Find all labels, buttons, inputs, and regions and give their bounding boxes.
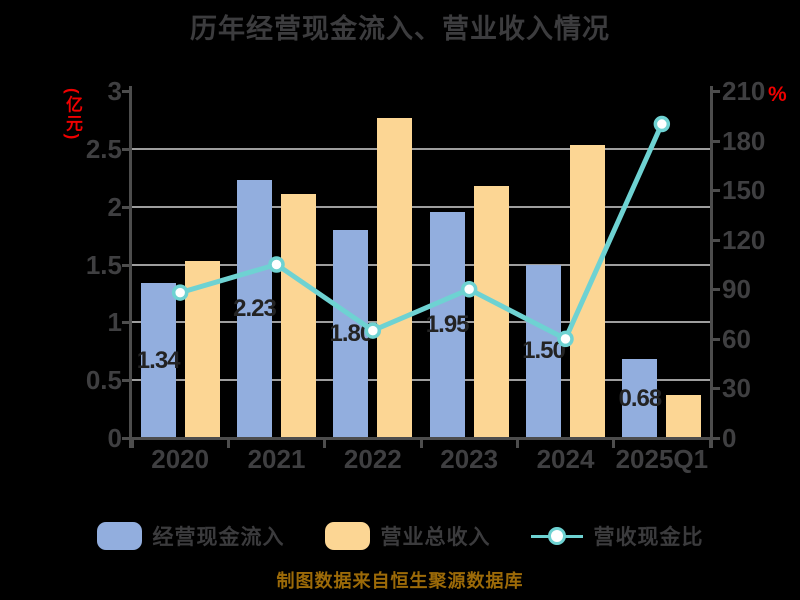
x-axis-tick-mark: [515, 438, 519, 448]
left-axis-tick-label: 3: [107, 76, 122, 106]
x-axis-category-label: 2024: [536, 444, 595, 474]
x-axis-tick-mark: [323, 438, 327, 448]
chart-title: 历年经营现金流入、营业收入情况: [190, 14, 610, 44]
right-axis-line: [710, 86, 713, 448]
right-axis-tick-mark: [712, 90, 720, 93]
bar-total-revenue-2022: [377, 117, 413, 438]
right-axis-tick-label: 210: [722, 76, 766, 106]
right-axis-tick-mark: [712, 437, 720, 440]
bar-operating-cash-2020: [140, 283, 176, 438]
right-axis-tick-label: 150: [722, 175, 766, 206]
bar-total-revenue-2020: [184, 261, 220, 438]
right-axis-tick-mark: [712, 139, 720, 143]
x-axis-tick-mark: [708, 438, 712, 448]
right-axis-unit-label: %: [768, 83, 787, 106]
bar-total-revenue-2021: [281, 193, 316, 438]
x-axis-category-label: 2021: [247, 444, 306, 474]
legend-label-cash: 经营现金流入: [152, 526, 285, 549]
right-axis-tick-mark: [712, 189, 720, 193]
bar-value-label: 0.68: [618, 384, 662, 412]
bar-total-revenue-2025Q1: [666, 395, 702, 438]
bar-total-revenue-2023: [473, 185, 509, 438]
bar-total-revenue-2024: [570, 145, 605, 438]
left-axis-tick-mark: [122, 379, 130, 383]
gridline: [132, 147, 710, 150]
left-axis-line: [129, 86, 132, 448]
gridline: [132, 205, 710, 208]
right-axis-tick-label: 60: [722, 323, 751, 354]
bar-value-label: 1.50: [522, 337, 566, 365]
right-axis-tick-label: 120: [722, 224, 766, 255]
x-axis-tick-mark: [130, 438, 134, 448]
left-axis-tick-mark: [122, 437, 130, 440]
legend-swatch-ratio-line-icon: [530, 522, 583, 550]
legend-item-ratio: 营收现金比: [530, 521, 704, 551]
left-axis-tick-label: 0.5: [85, 365, 122, 396]
x-axis-category-label: 2022: [343, 444, 402, 474]
left-axis-tick-mark: [122, 90, 130, 93]
data-source-note: 制图数据来自恒生聚源数据库: [276, 571, 524, 591]
x-axis-tick-mark: [419, 438, 423, 448]
x-axis-category-label: 2020: [151, 444, 210, 474]
left-axis-tick-mark: [122, 205, 130, 209]
legend-item-revenue: 营业总收入: [324, 521, 491, 551]
left-axis-tick-label: 0: [107, 423, 122, 453]
legend-label-ratio: 营收现金比: [593, 526, 704, 549]
bar-operating-cash-2025Q1: [622, 359, 658, 438]
x-axis-category-label: 2023: [440, 444, 499, 474]
legend-item-operating-cash: 经营现金流入: [96, 521, 285, 551]
right-axis-tick-mark: [712, 337, 720, 341]
right-axis-tick-label: 90: [722, 274, 751, 305]
x-axis-tick-mark: [612, 438, 616, 448]
left-axis-tick-label: 2: [107, 191, 122, 222]
bar-value-label: 1.80: [329, 319, 373, 347]
left-axis-tick-label: 1: [107, 307, 122, 338]
gridline: [132, 379, 710, 382]
legend-swatch-cash-icon: [96, 522, 142, 550]
bar-value-label: 1.34: [136, 346, 181, 374]
bar-value-label: 2.23: [233, 295, 277, 323]
bar-value-label: 1.95: [425, 311, 470, 339]
x-axis-category-label: 2025Q1: [615, 444, 709, 474]
left-axis-tick-label: 1.5: [85, 249, 122, 280]
legend: 经营现金流入 营业总收入 营收现金比: [0, 518, 800, 554]
left-axis-tick-mark: [122, 147, 130, 151]
left-axis-unit-label: (亿元): [63, 88, 82, 142]
left-axis-tick-mark: [122, 321, 130, 325]
left-axis-tick-mark: [122, 263, 130, 267]
x-axis-tick-mark: [226, 438, 230, 448]
right-axis-tick-label: 180: [722, 125, 766, 156]
right-axis-tick-mark: [712, 387, 720, 391]
legend-swatch-revenue-icon: [324, 522, 370, 550]
right-axis-tick-mark: [712, 238, 720, 242]
legend-label-revenue: 营业总收入: [380, 526, 491, 549]
right-axis-tick-label: 30: [722, 373, 751, 404]
right-axis-tick-mark: [712, 288, 720, 292]
left-axis-tick-label: 2.5: [85, 133, 122, 164]
right-axis-tick-label: 0: [722, 423, 737, 453]
